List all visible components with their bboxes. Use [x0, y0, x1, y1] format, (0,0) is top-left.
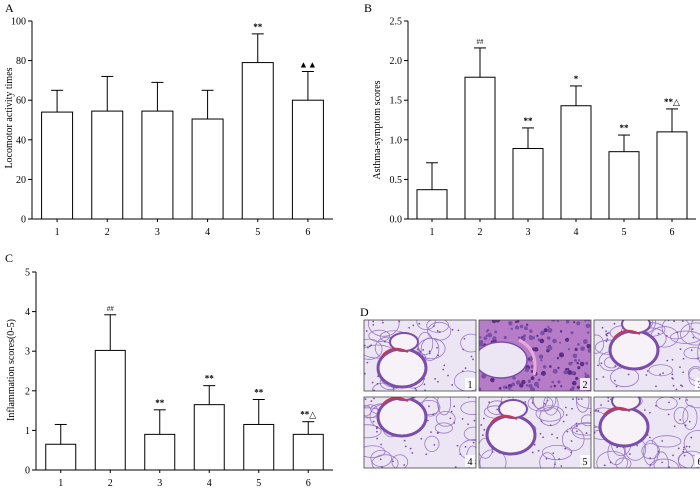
panel-b-y-tick-label: 1.0 [390, 135, 403, 146]
panel-b-y-tick-label: 1.5 [390, 96, 403, 107]
panel-c-bar-1 [45, 443, 77, 471]
panel-b-x-tick-label: 4 [574, 227, 579, 238]
panel-b-bar-5 [608, 151, 640, 220]
panel-b-bar-6 [656, 131, 688, 220]
histology-tile-label: 6 [698, 457, 700, 468]
panel-a-y-tick-label: 20 [16, 175, 26, 186]
panel-c-significance-label: ** [254, 388, 264, 398]
panel-a-x-tick-label: 6 [305, 227, 310, 238]
histology-tile-2: 2 [478, 319, 592, 392]
panel-a-bar-6 [291, 99, 324, 220]
histology-tile-frame [593, 319, 700, 392]
panel-a-y-axis-label: Locomotor activity times [4, 67, 15, 168]
panel-a-y-tick-label: 100 [11, 17, 26, 28]
panel-c-bar-5 [243, 423, 275, 471]
panel-c-significance-label: **△ [300, 410, 316, 420]
histology-tile-frame [478, 396, 592, 469]
panel-c-y-tick-label: 1 [25, 426, 30, 437]
panel-d-histology: D 1 2 3 4 5 6 [360, 305, 700, 469]
histology-tile-frame [363, 396, 477, 469]
panel-b-significance-label: **△ [664, 97, 680, 107]
panel-a-letter: A [5, 1, 14, 15]
histology-tile-3: 3 [593, 319, 700, 392]
panel-b-y-tick-label: 0.0 [390, 215, 403, 226]
panel-c-y-tick-label: 2 [25, 386, 30, 397]
panel-a-x-tick-label: 3 [155, 227, 160, 238]
panel-c-significance-label: ** [205, 374, 215, 384]
panel-a-bar-5 [241, 62, 274, 220]
panel-c-y-tick-label: 3 [25, 347, 30, 358]
panel-b-significance-label: ## [477, 38, 485, 46]
panel-b-bar-3 [512, 148, 544, 220]
histology-tile-label: 5 [583, 457, 588, 468]
histology-tile-5: 5 [478, 396, 592, 469]
panel-c-x-tick-label: 6 [306, 478, 311, 488]
histology-tile-label: 3 [698, 380, 700, 391]
panel-c-bar-4 [193, 404, 225, 471]
histology-tile-1: 1 [363, 319, 477, 392]
panel-c-x-tick-label: 2 [108, 478, 113, 488]
panel-a-significance-label: ** [253, 22, 263, 32]
panel-c: C Inflammation scores(0-5) 0 1 2 3 4 5 1 2 ## 3 **… [5, 251, 333, 488]
panel-c-significance-label: ## [107, 305, 115, 313]
panel-b-significance-label: * [574, 74, 579, 84]
panel-b-bar-1 [416, 189, 448, 220]
panel-b-significance-label: ** [620, 123, 630, 133]
panel-d-letter: D [360, 305, 369, 319]
panel-b-significance-label: ** [524, 116, 534, 126]
panel-a-y-tick-label: 80 [16, 56, 26, 67]
panel-a-x-tick-label: 1 [55, 227, 60, 238]
panel-b-y-tick-label: 2.0 [390, 56, 403, 67]
histology-tiles: 1 2 3 4 5 6 [363, 319, 700, 469]
panel-c-x-tick-label: 1 [58, 478, 63, 488]
panel-c-y-tick-label: 0 [25, 466, 30, 477]
panel-a: A Locomotor activity times 0 20 40 60 80 100 1… [4, 1, 333, 238]
panel-a-bar-2 [91, 110, 124, 220]
panel-c-y-tick-label: 5 [25, 268, 30, 279]
panel-b-bar-4 [560, 105, 592, 220]
panel-a-y-tick-label: 60 [16, 96, 26, 107]
panel-c-y-tick-label: 4 [25, 307, 30, 318]
histology-tile-label: 1 [468, 380, 473, 391]
panel-c-bar-2 [94, 349, 126, 471]
panel-c-significance-label: ** [155, 398, 165, 408]
panel-c-letter: C [5, 251, 13, 265]
panel-c-x-tick-label: 4 [207, 478, 212, 488]
panel-a-y-tick-label: 40 [16, 135, 26, 146]
panel-a-bar-1 [41, 111, 74, 220]
histology-tile-label: 4 [468, 457, 473, 468]
panel-c-bar-3 [144, 433, 176, 471]
panel-b-y-axis-label: Asthma-symptom scores [372, 80, 383, 179]
panel-c-y-axis-label: Inflammation scores(0-5) [6, 319, 17, 421]
panel-b-x-tick-label: 2 [478, 227, 483, 238]
panel-b-x-tick-label: 6 [670, 227, 675, 238]
panel-b-bar-2 [464, 76, 496, 220]
panel-b-x-tick-label: 3 [526, 227, 531, 238]
histology-tile-frame [363, 319, 477, 392]
panel-b-x-tick-label: 1 [430, 227, 435, 238]
panel-c-x-tick-label: 5 [256, 478, 261, 488]
histology-tile-frame [593, 396, 700, 469]
panel-a-x-tick-label: 5 [255, 227, 260, 238]
panel-a-y-tick-label: 0 [21, 215, 26, 226]
histology-tile-label: 2 [583, 380, 588, 391]
histology-tile-6: 6 [593, 396, 700, 469]
panel-a-x-tick-label: 4 [205, 227, 210, 238]
histology-tile-4: 4 [363, 396, 477, 469]
panel-a-x-tick-label: 2 [105, 227, 110, 238]
panel-c-x-tick-label: 3 [157, 478, 162, 488]
panel-a-significance-label: ▲▲ [299, 59, 317, 69]
panel-c-bar-6 [292, 433, 324, 471]
panel-b-x-tick-label: 5 [622, 227, 627, 238]
panel-b-y-tick-label: 0.5 [390, 175, 403, 186]
panel-b: B Asthma-symptom scores 0.0 0.5 1.0 1.5 2.0 2… [364, 1, 696, 238]
panel-b-y-tick-label: 2.5 [390, 17, 403, 28]
panel-a-bar-4 [191, 118, 224, 220]
panel-b-letter: B [364, 1, 372, 15]
panel-a-bar-3 [141, 110, 174, 220]
histology-tile-frame [478, 319, 592, 392]
